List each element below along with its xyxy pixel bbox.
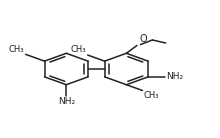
Text: CH₃: CH₃ [71, 45, 86, 54]
Text: NH₂: NH₂ [58, 97, 75, 106]
Text: O: O [139, 34, 147, 44]
Text: NH₂: NH₂ [166, 72, 183, 81]
Text: CH₃: CH₃ [144, 91, 159, 100]
Text: CH₃: CH₃ [9, 45, 24, 54]
